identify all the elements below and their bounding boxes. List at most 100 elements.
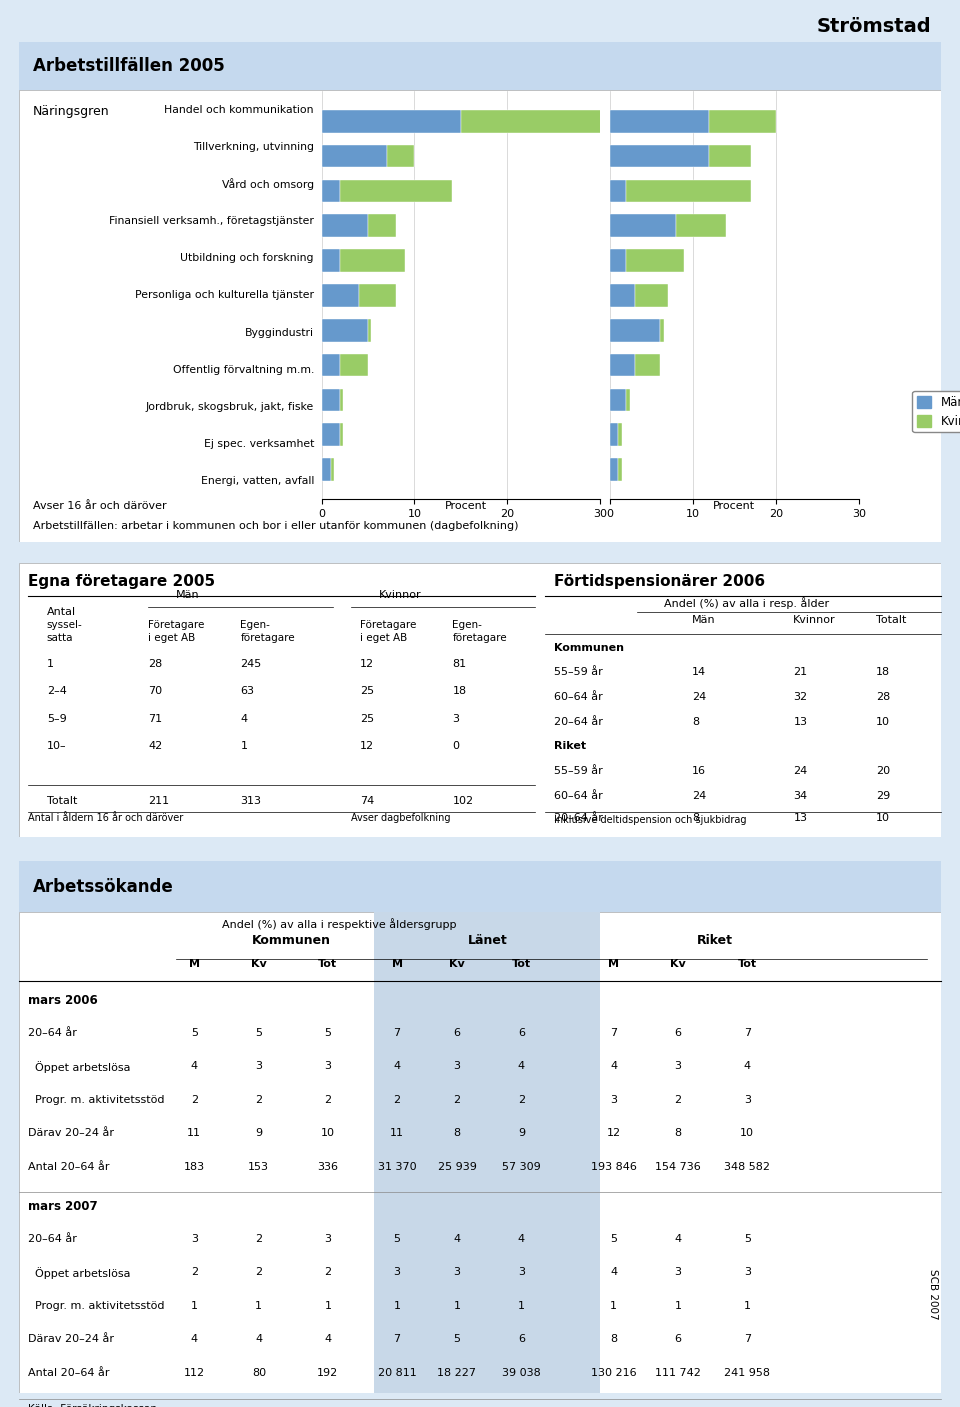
- Text: 29: 29: [876, 791, 891, 801]
- Bar: [322, 353, 340, 377]
- Text: Avser 16 år och däröver: Avser 16 år och däröver: [33, 501, 167, 511]
- Text: 4: 4: [744, 1061, 751, 1071]
- Text: 3: 3: [611, 1095, 617, 1104]
- Text: Egen-
företagare: Egen- företagare: [240, 620, 295, 643]
- Text: Jordbruk, skogsbruk, jakt, fiske: Jordbruk, skogsbruk, jakt, fiske: [146, 402, 314, 412]
- Text: 10: 10: [740, 1128, 755, 1138]
- Bar: [322, 319, 368, 342]
- Text: 5: 5: [255, 1027, 262, 1037]
- Text: 32: 32: [793, 692, 807, 702]
- Text: 25: 25: [360, 713, 374, 725]
- Text: Energi, vatten, avfall: Energi, vatten, avfall: [201, 476, 314, 485]
- Text: Totalt: Totalt: [47, 796, 77, 806]
- Text: Antal: Antal: [47, 606, 76, 616]
- Text: 2: 2: [453, 1095, 461, 1104]
- Text: M: M: [392, 960, 402, 969]
- Text: 2: 2: [517, 1095, 525, 1104]
- Text: Finansiell verksamh., företagstjänster: Finansiell verksamh., företagstjänster: [109, 217, 314, 227]
- Text: 3: 3: [452, 713, 459, 725]
- Text: Egna företagare 2005: Egna företagare 2005: [29, 574, 216, 588]
- Text: 4: 4: [675, 1234, 682, 1244]
- Text: 1: 1: [394, 1301, 400, 1311]
- Text: Riket: Riket: [713, 94, 754, 108]
- Text: 10: 10: [876, 813, 890, 823]
- Text: 1: 1: [324, 1301, 331, 1311]
- Text: Riket: Riket: [554, 741, 586, 751]
- Text: 16: 16: [692, 765, 706, 777]
- Text: 102: 102: [452, 796, 473, 806]
- Text: Kvinnor: Kvinnor: [793, 615, 836, 625]
- Text: Män: Män: [692, 615, 715, 625]
- Bar: [676, 214, 726, 238]
- Text: 7: 7: [744, 1334, 751, 1345]
- Text: 8: 8: [453, 1128, 461, 1138]
- Bar: [359, 284, 396, 307]
- Text: 10: 10: [876, 716, 890, 726]
- Text: Egen-
företagare: Egen- företagare: [452, 620, 507, 643]
- Text: Kv: Kv: [251, 960, 267, 969]
- Text: Kvinnor: Kvinnor: [378, 591, 421, 601]
- Text: 3: 3: [744, 1268, 751, 1278]
- Text: 5: 5: [611, 1234, 617, 1244]
- Bar: [322, 145, 387, 167]
- Bar: [610, 388, 626, 411]
- Text: Kv: Kv: [670, 960, 686, 969]
- Text: Arbetstillfällen 2005: Arbetstillfällen 2005: [33, 58, 225, 75]
- Bar: [626, 249, 684, 272]
- Text: Kommunen: Kommunen: [554, 643, 624, 653]
- Text: 8: 8: [675, 1128, 682, 1138]
- Text: 3: 3: [191, 1234, 198, 1244]
- Text: 60–64 år: 60–64 år: [554, 791, 603, 801]
- Bar: [610, 249, 626, 272]
- Text: Näringsgren: Näringsgren: [33, 104, 109, 118]
- Text: Totalt: Totalt: [876, 615, 906, 625]
- Text: 81: 81: [452, 658, 467, 670]
- Text: Öppet arbetslösa: Öppet arbetslösa: [29, 1061, 131, 1074]
- Text: 4: 4: [610, 1268, 617, 1278]
- Text: 7: 7: [744, 1027, 751, 1037]
- Bar: [626, 180, 751, 203]
- Text: Tot: Tot: [319, 960, 338, 969]
- Text: 39 038: 39 038: [502, 1368, 540, 1377]
- Text: Tot: Tot: [512, 960, 531, 969]
- Text: 2: 2: [324, 1095, 331, 1104]
- Text: Offentlig förvaltning m.m.: Offentlig förvaltning m.m.: [173, 364, 314, 374]
- Bar: [322, 284, 359, 307]
- Text: 348 582: 348 582: [724, 1162, 770, 1172]
- Bar: [368, 214, 396, 238]
- Text: Andel (%) av alla i respektive åldersgrupp: Andel (%) av alla i respektive åldersgru…: [222, 917, 456, 930]
- Text: 6: 6: [518, 1027, 525, 1037]
- Text: Kommunen: Kommunen: [252, 933, 330, 947]
- Text: Avser dagbefolkning: Avser dagbefolkning: [351, 813, 450, 823]
- Text: Kommunen: Kommunen: [422, 94, 510, 108]
- Text: Handel och kommunikation: Handel och kommunikation: [164, 106, 314, 115]
- Text: 12: 12: [360, 741, 374, 751]
- Text: 8: 8: [692, 716, 699, 726]
- Text: Vård och omsorg: Vård och omsorg: [222, 179, 314, 190]
- Text: Arbetstillfällen: arbetar i kommunen och bor i eller utanför kommunen (dagbefolk: Arbetstillfällen: arbetar i kommunen och…: [33, 521, 518, 532]
- Text: 4: 4: [255, 1334, 262, 1345]
- Text: 24: 24: [692, 692, 707, 702]
- Text: 80: 80: [252, 1368, 266, 1377]
- Text: Ej spec. verksamhet: Ej spec. verksamhet: [204, 439, 314, 449]
- Text: 5: 5: [191, 1027, 198, 1037]
- Text: 18: 18: [452, 687, 467, 696]
- Bar: [660, 319, 663, 342]
- Text: Personliga och kulturella tjänster: Personliga och kulturella tjänster: [135, 290, 314, 301]
- Bar: [610, 424, 618, 446]
- Text: Öppet arbetslösa: Öppet arbetslösa: [29, 1268, 131, 1279]
- Text: 111 742: 111 742: [656, 1368, 701, 1377]
- Text: M: M: [608, 960, 619, 969]
- Text: 3: 3: [453, 1061, 461, 1071]
- Text: Andel (%) av alla i resp. ålder: Andel (%) av alla i resp. ålder: [664, 597, 829, 609]
- Text: Strömstad: Strömstad: [817, 17, 931, 37]
- Text: 20–64 år: 20–64 år: [29, 1027, 78, 1037]
- Text: mars 2006: mars 2006: [29, 993, 98, 1007]
- Text: 1: 1: [518, 1301, 525, 1311]
- Bar: [610, 110, 709, 132]
- Text: 8: 8: [692, 813, 699, 823]
- Bar: [19, 42, 941, 90]
- Text: Antal 20–64 år: Antal 20–64 år: [29, 1368, 109, 1377]
- Text: 2: 2: [675, 1095, 682, 1104]
- Text: 5: 5: [324, 1027, 331, 1037]
